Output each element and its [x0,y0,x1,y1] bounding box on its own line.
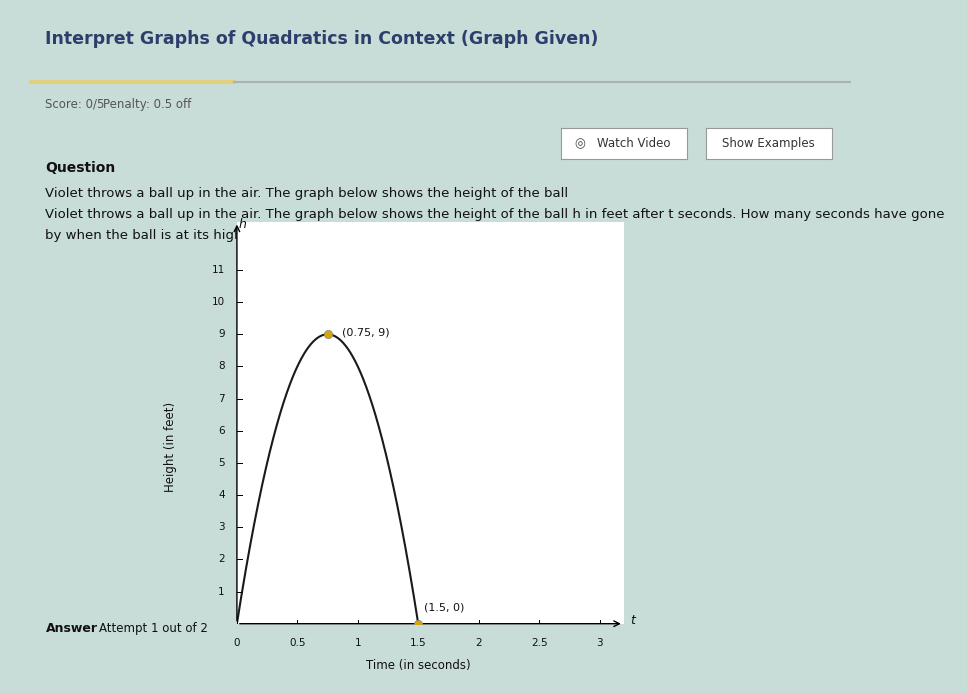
Text: 6: 6 [219,426,224,436]
Text: ◎: ◎ [574,137,585,150]
Text: 0: 0 [234,638,240,648]
Text: 10: 10 [212,297,224,307]
Text: 8: 8 [219,362,224,371]
Text: $t$: $t$ [630,614,637,627]
Text: 3: 3 [597,638,602,648]
Text: Violet throws a ball up in the air. The graph below shows the height of the ball: Violet throws a ball up in the air. The … [45,208,945,221]
Text: 1: 1 [355,638,361,648]
Text: 3: 3 [219,523,224,532]
Text: Answer: Answer [45,622,98,635]
Text: 1.5: 1.5 [410,638,426,648]
Text: Watch Video: Watch Video [597,137,670,150]
Text: 2: 2 [219,554,224,564]
Text: Show Examples: Show Examples [722,137,815,150]
Text: Penalty: 0.5 off: Penalty: 0.5 off [103,98,191,111]
Text: 9: 9 [219,329,224,340]
Text: Score: 0/5: Score: 0/5 [45,98,104,111]
Text: 0.5: 0.5 [289,638,306,648]
Text: Question: Question [45,161,116,175]
Text: Interpret Graphs of Quadratics in Context (Graph Given): Interpret Graphs of Quadratics in Contex… [45,30,599,48]
Text: Attempt 1 out of 2: Attempt 1 out of 2 [99,622,208,635]
Text: 2.5: 2.5 [531,638,547,648]
Text: 7: 7 [219,394,224,403]
Text: (1.5, 0): (1.5, 0) [425,603,465,613]
Text: by when the ball is at its highest point?: by when the ball is at its highest point… [45,229,308,242]
Text: Violet throws a ball up in the air. The graph below shows the height of the ball: Violet throws a ball up in the air. The … [45,187,572,200]
Text: 4: 4 [219,490,224,500]
Text: Time (in seconds): Time (in seconds) [366,659,471,672]
Text: $h$: $h$ [239,218,248,231]
Text: 2: 2 [476,638,482,648]
Text: 5: 5 [219,458,224,468]
Text: (0.75, 9): (0.75, 9) [342,328,390,337]
Text: 11: 11 [212,265,224,275]
Text: Height (in feet): Height (in feet) [164,402,177,492]
Text: 1: 1 [219,586,224,597]
